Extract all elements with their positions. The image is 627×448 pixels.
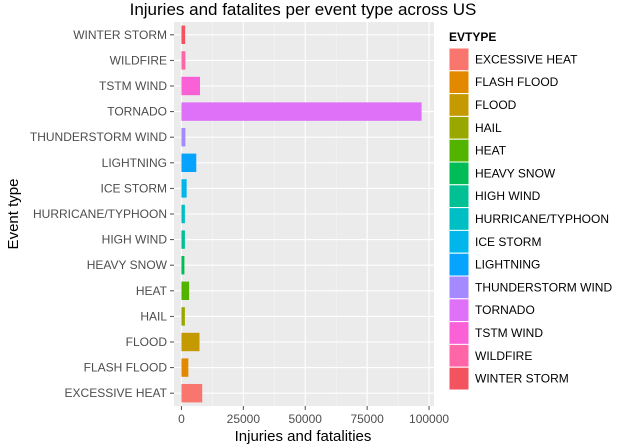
- y-tick-label: HEAVY SNOW: [87, 258, 168, 272]
- legend-label: THUNDERSTORM WIND: [475, 280, 612, 294]
- bar: [181, 358, 189, 377]
- bar: [181, 307, 185, 326]
- bar: [181, 51, 186, 70]
- y-tick-label: HEAT: [136, 284, 168, 298]
- legend: EVTYPE EXCESSIVE HEAT FLASH FLOOD FLOOD HAI…: [448, 30, 612, 391]
- x-axis-title: Injuries and fatalities: [235, 428, 372, 445]
- legend-label: HEAVY SNOW: [475, 166, 556, 180]
- bar: [181, 76, 200, 96]
- x-tick-label: 75000: [350, 412, 384, 426]
- x-tick-label: 50000: [289, 412, 323, 426]
- legend-key: [448, 184, 470, 209]
- bar: [181, 153, 197, 173]
- x-tick-label: 0: [178, 412, 185, 426]
- legend-label: TSTM WIND: [475, 326, 543, 340]
- y-tick-label: WINTER STORM: [73, 28, 167, 42]
- legend-key: [448, 115, 470, 140]
- y-tick-label: HIGH WIND: [102, 233, 168, 247]
- y-axis-title: Event type: [5, 179, 22, 250]
- legend-label: ICE STORM: [475, 235, 541, 249]
- bars: [181, 25, 422, 403]
- legend-key: [448, 161, 470, 186]
- legend-label: TORNADO: [475, 303, 535, 317]
- legend-key: [448, 321, 470, 345]
- legend-key: [448, 93, 470, 117]
- legend-key: [448, 47, 470, 72]
- bar: [181, 281, 190, 301]
- bar: [181, 383, 203, 403]
- bar: [181, 25, 186, 45]
- y-tick-label: HAIL: [140, 309, 167, 323]
- legend-label: HEAT: [475, 144, 507, 158]
- y-tick-label: TSTM WIND: [99, 79, 167, 93]
- legend-label: FLASH FLOOD: [475, 75, 559, 89]
- y-tick-label: EXCESSIVE HEAT: [65, 386, 168, 400]
- y-tick-label: TORNADO: [107, 105, 167, 119]
- legend-key: [448, 138, 470, 163]
- legend-key: [448, 229, 470, 254]
- legend-label: WILDFIRE: [475, 349, 532, 363]
- y-tick-label: THUNDERSTORM WIND: [30, 130, 167, 144]
- bar: [181, 255, 185, 275]
- legend-key: [448, 207, 470, 231]
- y-tick-label: ICE STORM: [101, 181, 167, 195]
- y-tick-label: FLOOD: [126, 335, 168, 349]
- y-tick-label: FLASH FLOOD: [84, 361, 168, 375]
- y-tick-label: LIGHTNING: [102, 156, 167, 170]
- legend-title: EVTYPE: [449, 30, 496, 44]
- legend-label: FLOOD: [475, 98, 517, 112]
- y-tick-label: HURRICANE/TYPHOON: [33, 207, 167, 221]
- legend-label: HIGH WIND: [475, 189, 541, 203]
- x-tick-label: 100000: [409, 412, 449, 426]
- x-axis: 0 25000 50000 75000 100000: [178, 406, 449, 426]
- legend-label: HAIL: [475, 121, 502, 135]
- legend-key: [448, 252, 470, 277]
- y-tick-label: WILDFIRE: [110, 53, 167, 67]
- legend-key: [448, 298, 470, 323]
- bar: [181, 230, 185, 249]
- bar: [181, 332, 200, 352]
- bar: [181, 179, 187, 198]
- legend-key: [448, 70, 470, 95]
- x-tick-label: 25000: [227, 412, 261, 426]
- legend-label: WINTER STORM: [475, 372, 569, 386]
- legend-key: [448, 366, 470, 391]
- bar: [181, 127, 186, 147]
- y-axis: EXCESSIVE HEAT FLASH FLOOD FLOOD HAIL HEAT HE…: [30, 28, 174, 400]
- legend-label: EXCESSIVE HEAT: [475, 52, 578, 66]
- legend-label: HURRICANE/TYPHOON: [475, 212, 609, 226]
- legend-label: LIGHTNING: [475, 258, 540, 272]
- bar: [181, 204, 185, 224]
- legend-key: [448, 275, 470, 300]
- gridlines: [174, 22, 434, 406]
- chart-title: Injuries and fatalites per event type ac…: [130, 0, 477, 19]
- legend-key: [448, 343, 470, 368]
- bar: [181, 102, 422, 121]
